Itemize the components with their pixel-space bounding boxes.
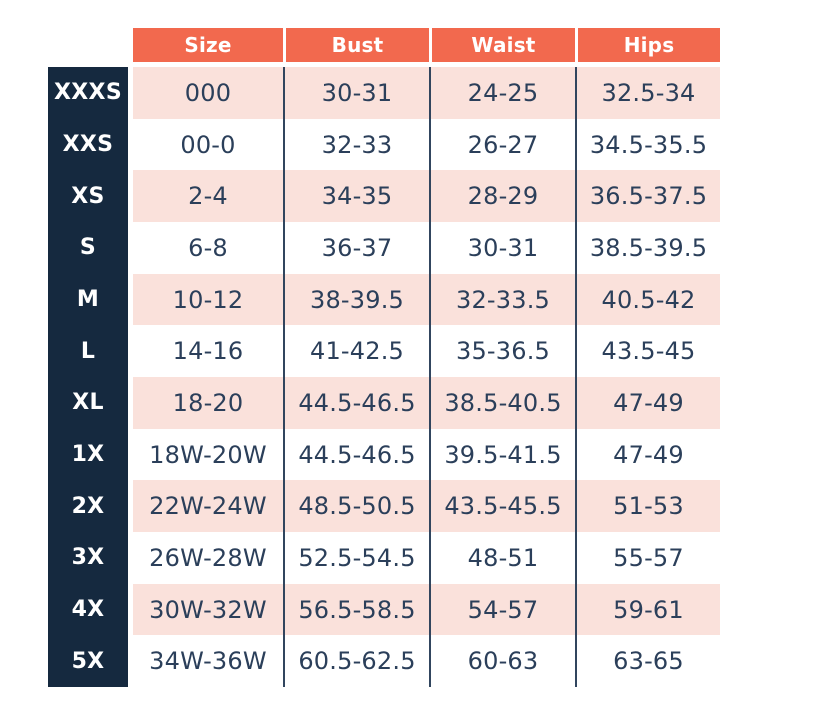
hips-cell: 63-65 xyxy=(575,635,720,688)
size-range-cell: 34W-36W xyxy=(149,647,267,676)
size-range-cell: 14-16 xyxy=(172,337,244,366)
size-range-cell: 00-0 xyxy=(180,130,236,159)
row-label-2x: 2X xyxy=(71,493,105,519)
table-row: 14-16 41-42.5 35-36.5 43.5-45 xyxy=(133,325,720,378)
column-header-size: Size xyxy=(133,28,283,62)
hips-cell: 47-49 xyxy=(575,428,720,481)
row-label-1x: 1X xyxy=(71,442,105,468)
size-range-cell: 26W-28W xyxy=(149,543,267,572)
bust-cell: 44.5-46.5 xyxy=(283,377,429,429)
size-range-cell: 2-4 xyxy=(188,182,228,211)
table-body: 000 30-31 24-25 32.5-34 00-0 32-33 26-27… xyxy=(133,67,720,688)
hips-cell: 38.5-39.5 xyxy=(575,222,720,274)
bust-cell: 41-42.5 xyxy=(283,325,429,378)
size-range-cell: 000 xyxy=(184,78,232,107)
hips-cell: 59-61 xyxy=(575,583,720,636)
size-range-cell: 18-20 xyxy=(172,388,244,417)
row-label-xxxs: XXXS xyxy=(54,80,122,106)
table-header: Size Bust Waist Hips xyxy=(133,28,720,62)
table-row: 2-4 34-35 28-29 36.5-37.5 xyxy=(133,170,720,223)
size-range-cell: 30W-32W xyxy=(149,595,267,624)
bust-cell: 52.5-54.5 xyxy=(283,532,429,584)
hips-cell: 47-49 xyxy=(575,377,720,429)
hips-cell: 32.5-34 xyxy=(575,67,720,119)
waist-cell: 48-51 xyxy=(429,532,575,584)
hips-cell: 43.5-45 xyxy=(575,325,720,378)
bust-cell: 32-33 xyxy=(283,118,429,171)
table-row: 10-12 38-39.5 32-33.5 40.5-42 xyxy=(133,273,720,326)
size-range-cell: 18W-20W xyxy=(149,440,267,469)
row-label-5x: 5X xyxy=(71,648,105,674)
row-label-m: M xyxy=(76,287,100,313)
hips-cell: 55-57 xyxy=(575,532,720,584)
table-row: 00-0 32-33 26-27 34.5-35.5 xyxy=(133,118,720,171)
waist-cell: 24-25 xyxy=(429,67,575,119)
bust-cell: 48.5-50.5 xyxy=(283,480,429,533)
table-row: 22W-24W 48.5-50.5 43.5-45.5 51-53 xyxy=(133,480,720,533)
row-label-4x: 4X xyxy=(71,597,105,623)
size-range-cell: 6-8 xyxy=(188,233,228,262)
waist-cell: 32-33.5 xyxy=(429,273,575,326)
row-label-xxs: XXS xyxy=(62,132,114,157)
size-range-cell: 10-12 xyxy=(172,285,244,314)
waist-cell: 54-57 xyxy=(429,583,575,636)
row-label-3x: 3X xyxy=(71,545,105,571)
row-label-l: L xyxy=(80,338,96,364)
hips-cell: 36.5-37.5 xyxy=(575,170,720,223)
bust-cell: 60.5-62.5 xyxy=(283,635,429,688)
column-header-bust: Bust xyxy=(283,28,429,62)
waist-cell: 35-36.5 xyxy=(429,325,575,378)
table-row: 18-20 44.5-46.5 38.5-40.5 47-49 xyxy=(133,377,720,429)
waist-cell: 26-27 xyxy=(429,118,575,171)
table-row: 30W-32W 56.5-58.5 54-57 59-61 xyxy=(133,583,720,636)
waist-cell: 38.5-40.5 xyxy=(429,377,575,429)
bust-cell: 34-35 xyxy=(283,170,429,223)
column-header-waist: Waist xyxy=(429,28,575,62)
column-header-hips: Hips xyxy=(575,28,720,62)
bust-cell: 30-31 xyxy=(283,67,429,119)
table-row: 18W-20W 44.5-46.5 39.5-41.5 47-49 xyxy=(133,428,720,481)
hips-cell: 40.5-42 xyxy=(575,273,720,326)
size-range-cell: 22W-24W xyxy=(149,492,267,521)
table-row: 26W-28W 52.5-54.5 48-51 55-57 xyxy=(133,532,720,584)
row-label-xl: XL xyxy=(72,390,104,416)
waist-cell: 30-31 xyxy=(429,222,575,274)
bust-cell: 38-39.5 xyxy=(283,273,429,326)
waist-cell: 39.5-41.5 xyxy=(429,428,575,481)
table-row: 6-8 36-37 30-31 38.5-39.5 xyxy=(133,222,720,274)
row-label-s: S xyxy=(79,235,97,261)
hips-cell: 34.5-35.5 xyxy=(575,118,720,171)
row-label-xs: XS xyxy=(71,183,105,209)
size-label-column: XXXS XXS XS S M L XL 1X 2X 3X 4X 5X xyxy=(48,67,128,687)
bust-cell: 36-37 xyxy=(283,222,429,274)
table-row: 34W-36W 60.5-62.5 60-63 63-65 xyxy=(133,635,720,688)
bust-cell: 56.5-58.5 xyxy=(283,583,429,636)
bust-cell: 44.5-46.5 xyxy=(283,428,429,481)
hips-cell: 51-53 xyxy=(575,480,720,533)
table-row: 000 30-31 24-25 32.5-34 xyxy=(133,67,720,119)
waist-cell: 43.5-45.5 xyxy=(429,480,575,533)
waist-cell: 60-63 xyxy=(429,635,575,688)
waist-cell: 28-29 xyxy=(429,170,575,223)
